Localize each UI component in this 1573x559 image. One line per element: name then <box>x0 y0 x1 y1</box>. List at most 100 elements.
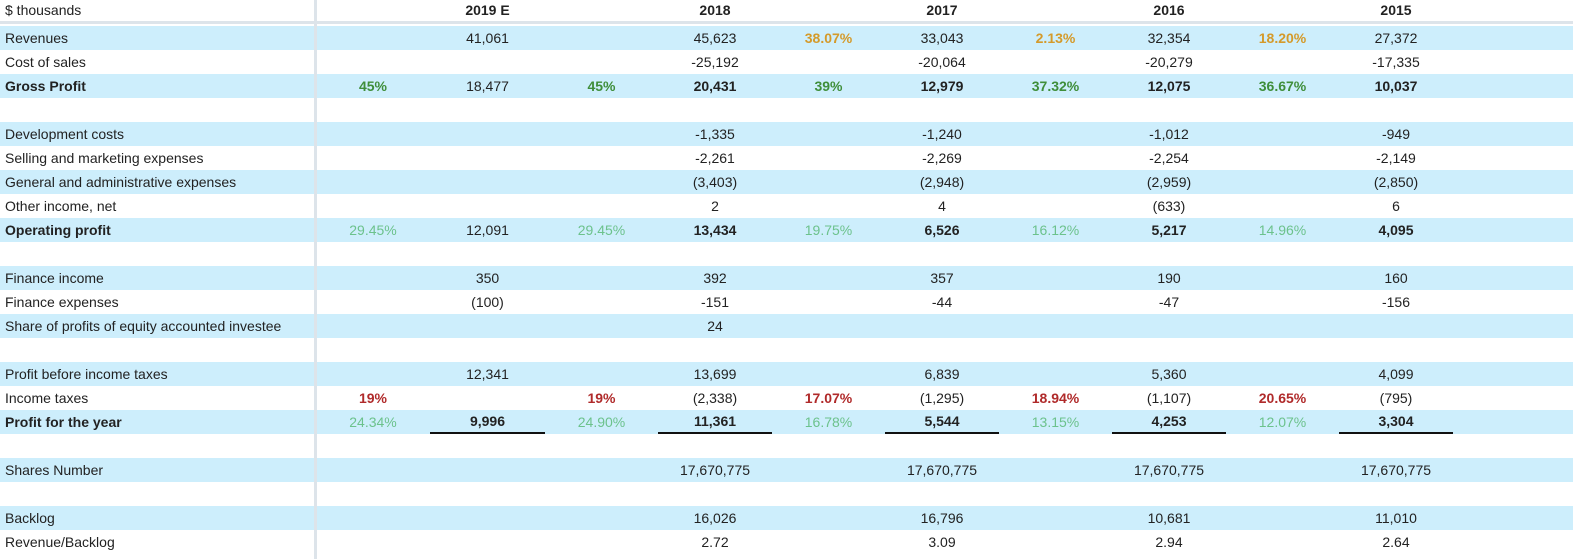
profit-before-tax-2016[interactable]: 5,360 <box>1151 366 1187 382</box>
income-taxes-2017[interactable]: (1,295) <box>919 390 965 406</box>
gross-margin-2017[interactable]: 39% <box>814 78 843 94</box>
shares-number-2018[interactable]: 17,670,775 <box>679 462 751 478</box>
label-selling-marketing[interactable]: Selling and marketing expenses <box>5 150 204 166</box>
selling-marketing-2015[interactable]: -2,149 <box>1376 150 1416 166</box>
cost-of-sales-2017[interactable]: -20,064 <box>918 54 966 70</box>
selling-marketing-2017[interactable]: -2,269 <box>922 150 962 166</box>
operating-profit-2019e[interactable]: 12,091 <box>466 222 509 238</box>
development-costs-2018[interactable]: -1,335 <box>695 126 735 142</box>
gross-profit-2015[interactable]: 10,037 <box>1374 78 1418 94</box>
label-share-of-profits[interactable]: Share of profits of equity accounted inv… <box>5 318 282 334</box>
shares-number-2015[interactable]: 17,670,775 <box>1360 462 1432 478</box>
selling-marketing-2016[interactable]: -2,254 <box>1149 150 1189 166</box>
label-gross-profit[interactable]: Gross Profit <box>5 78 86 94</box>
profit-for-year-2016[interactable]: 4,253 <box>1112 410 1226 434</box>
revenues-2016[interactable]: 32,354 <box>1147 30 1191 46</box>
tax-rate-2015[interactable]: 20.65% <box>1258 390 1307 406</box>
finance-expenses-2018[interactable]: -151 <box>700 294 730 310</box>
revenue-growth-2016[interactable]: 18.20% <box>1258 30 1307 46</box>
shares-number-2017[interactable]: 17,670,775 <box>906 462 978 478</box>
general-admin-2016[interactable]: (2,959) <box>1146 174 1192 190</box>
backlog-2015[interactable]: 11,010 <box>1375 510 1417 526</box>
finance-income-2019e[interactable]: 350 <box>475 270 500 286</box>
finance-income-2016[interactable]: 190 <box>1157 270 1181 286</box>
net-margin-2018[interactable]: 24.90% <box>577 414 626 430</box>
label-other-income[interactable]: Other income, net <box>5 198 117 214</box>
net-margin-2019e[interactable]: 24.34% <box>349 414 397 430</box>
operating-profit-2016[interactable]: 5,217 <box>1151 222 1187 238</box>
profit-for-year-2015[interactable]: 3,304 <box>1339 410 1453 434</box>
label-income-taxes[interactable]: Income taxes <box>5 390 89 406</box>
income-taxes-2016[interactable]: (1,107) <box>1146 390 1192 406</box>
profit-for-year-2019e[interactable]: 9,996 <box>430 410 545 434</box>
finance-expenses-2017[interactable]: -44 <box>931 294 953 310</box>
development-costs-2016[interactable]: -1,012 <box>1149 126 1189 142</box>
label-development-costs[interactable]: Development costs <box>5 126 125 142</box>
share-of-profits-2018[interactable]: 24 <box>707 318 723 334</box>
gross-margin-2018[interactable]: 45% <box>587 78 616 94</box>
label-revenue-backlog[interactable]: Revenue/Backlog <box>5 534 115 550</box>
gross-margin-2019e[interactable]: 45% <box>358 78 388 94</box>
label-profit-before-tax[interactable]: Profit before income taxes <box>5 366 168 382</box>
operating-profit-2015[interactable]: 4,095 <box>1378 222 1414 238</box>
label-backlog[interactable]: Backlog <box>5 510 55 526</box>
income-taxes-2018[interactable]: (2,338) <box>692 390 738 406</box>
operating-margin-2017[interactable]: 19.75% <box>804 222 853 238</box>
general-admin-2017[interactable]: (2,948) <box>919 174 965 190</box>
year-header-2017[interactable]: 2017 <box>926 2 958 18</box>
revenues-2015[interactable]: 27,372 <box>1374 30 1418 46</box>
revenue-backlog-2018[interactable]: 2.72 <box>701 534 729 550</box>
other-income-2015[interactable]: 6 <box>1392 198 1400 214</box>
revenue-backlog-2017[interactable]: 3.09 <box>928 534 956 550</box>
label-profit-for-year[interactable]: Profit for the year <box>5 414 122 430</box>
operating-profit-2018[interactable]: 13,434 <box>693 222 737 238</box>
profit-for-year-2017[interactable]: 5,544 <box>885 410 999 434</box>
label-cost-of-sales[interactable]: Cost of sales <box>5 54 86 70</box>
backlog-2016[interactable]: 10,681 <box>1147 510 1191 526</box>
revenues-2018[interactable]: 45,623 <box>693 30 737 46</box>
finance-expenses-2015[interactable]: -156 <box>1381 294 1411 310</box>
operating-margin-2016[interactable]: 16.12% <box>1031 222 1080 238</box>
finance-income-2015[interactable]: 160 <box>1384 270 1408 286</box>
label-general-admin[interactable]: General and administrative expenses <box>5 174 237 190</box>
other-income-2018[interactable]: 2 <box>711 198 719 214</box>
year-header-2016[interactable]: 2016 <box>1153 2 1185 18</box>
tax-rate-2016[interactable]: 18.94% <box>1031 390 1080 406</box>
operating-margin-2018[interactable]: 29.45% <box>577 222 626 238</box>
label-finance-income[interactable]: Finance income <box>5 270 104 286</box>
gross-profit-2019e[interactable]: 18,477 <box>466 78 509 94</box>
revenue-growth-2018[interactable]: 38.07% <box>804 30 853 46</box>
finance-income-2018[interactable]: 392 <box>703 270 727 286</box>
year-header-2019e[interactable]: 2019 E <box>465 2 510 18</box>
operating-margin-2019e[interactable]: 29.45% <box>349 222 397 238</box>
development-costs-2015[interactable]: -949 <box>1381 126 1411 142</box>
year-header-2018[interactable]: 2018 <box>699 2 731 18</box>
shares-number-2016[interactable]: 17,670,775 <box>1133 462 1205 478</box>
revenue-backlog-2016[interactable]: 2.94 <box>1155 534 1183 550</box>
profit-before-tax-2015[interactable]: 4,099 <box>1378 366 1414 382</box>
other-income-2016[interactable]: (633) <box>1152 198 1186 214</box>
finance-expenses-2019e[interactable]: (100) <box>471 294 504 310</box>
net-margin-2017[interactable]: 16.78% <box>804 414 853 430</box>
income-taxes-2015[interactable]: (795) <box>1379 390 1413 406</box>
revenues-2019e[interactable]: 41,061 <box>466 30 509 46</box>
finance-income-2017[interactable]: 357 <box>930 270 954 286</box>
tax-rate-2019e[interactable]: 19% <box>358 390 388 406</box>
revenue-backlog-2015[interactable]: 2.64 <box>1382 534 1410 550</box>
profit-before-tax-2017[interactable]: 6,839 <box>924 366 960 382</box>
selling-marketing-2018[interactable]: -2,261 <box>695 150 735 166</box>
gross-margin-2016[interactable]: 37.32% <box>1031 78 1080 94</box>
label-revenues[interactable]: Revenues <box>5 30 69 46</box>
profit-before-tax-2018[interactable]: 13,699 <box>693 366 737 382</box>
gross-profit-2016[interactable]: 12,075 <box>1147 78 1191 94</box>
label-finance-expenses[interactable]: Finance expenses <box>5 294 119 310</box>
label-shares-number[interactable]: Shares Number <box>5 462 104 478</box>
cost-of-sales-2016[interactable]: -20,279 <box>1145 54 1193 70</box>
net-margin-2016[interactable]: 13.15% <box>1031 414 1080 430</box>
profit-for-year-2018[interactable]: 11,361 <box>658 410 772 434</box>
operating-margin-2015[interactable]: 14.96% <box>1258 222 1307 238</box>
revenues-2017[interactable]: 33,043 <box>920 30 964 46</box>
general-admin-2015[interactable]: (2,850) <box>1373 174 1419 190</box>
profit-before-tax-2019e[interactable]: 12,341 <box>466 366 509 382</box>
other-income-2017[interactable]: 4 <box>938 198 946 214</box>
